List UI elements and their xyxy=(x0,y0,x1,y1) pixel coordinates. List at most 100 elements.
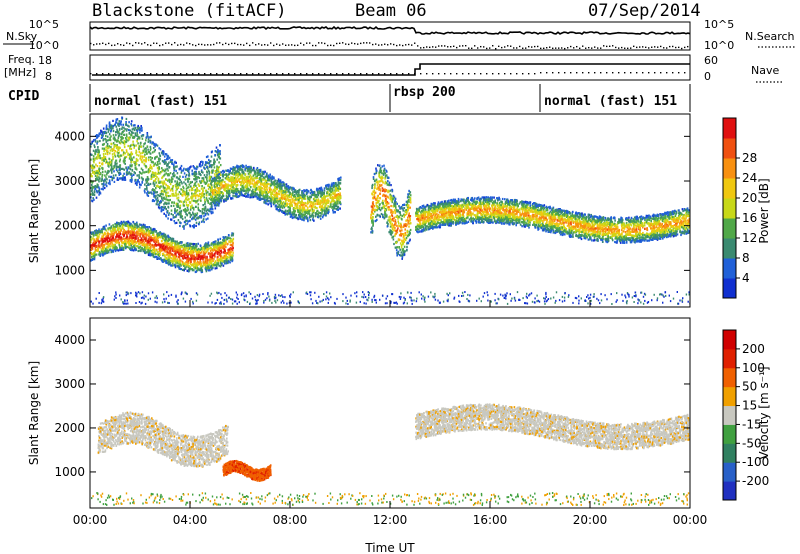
echo-cell xyxy=(107,162,109,165)
echo-cell xyxy=(150,249,153,252)
nsearch-dot xyxy=(210,44,212,46)
echo-cell xyxy=(220,257,222,260)
echo-cell xyxy=(153,150,156,153)
echo-cell xyxy=(147,170,149,173)
echo-cell xyxy=(169,245,172,248)
echo-cell xyxy=(124,152,127,155)
echo-cell xyxy=(190,187,193,190)
nsearch-dot xyxy=(399,44,401,46)
echo-cell xyxy=(210,171,213,174)
nsearch-dot xyxy=(234,42,236,45)
echo-cell xyxy=(132,231,134,234)
echo-cell xyxy=(107,242,110,245)
echo-cell xyxy=(182,225,184,228)
echo-cell xyxy=(195,172,197,175)
echo-cell xyxy=(150,235,152,238)
echo-cell xyxy=(154,145,156,148)
echo-cell xyxy=(320,214,322,217)
echo-cell xyxy=(208,209,211,212)
echo-cell xyxy=(121,116,123,119)
echo-cell xyxy=(108,239,111,242)
nsearch-dot xyxy=(411,44,413,46)
echo-cell xyxy=(169,262,172,265)
echo-cell xyxy=(157,171,160,174)
echo-cell xyxy=(99,192,102,195)
echo-cell xyxy=(128,157,131,160)
echo-cell xyxy=(134,132,136,135)
echo-cell xyxy=(191,169,193,172)
nave-dot xyxy=(492,73,494,75)
echo-cell xyxy=(177,213,179,216)
echo-cell xyxy=(120,154,122,157)
echo-cell xyxy=(110,127,113,130)
nsearch-dot xyxy=(627,47,629,49)
echo-cell xyxy=(139,235,141,238)
nsearch-dot xyxy=(432,46,434,48)
nsearch-dots xyxy=(90,42,689,50)
echo-cell xyxy=(103,252,105,255)
echo-cell xyxy=(134,238,136,241)
echo-cell xyxy=(235,165,238,169)
echo-cell xyxy=(165,243,167,247)
echo-cell xyxy=(244,169,246,172)
nsearch-dot xyxy=(561,47,563,49)
nave-dot xyxy=(330,73,332,75)
echo-cell xyxy=(108,243,111,246)
echo-cell xyxy=(121,178,124,181)
echo-cell xyxy=(133,144,136,147)
nsearch-dot xyxy=(153,42,155,44)
echo-cell xyxy=(228,188,231,191)
echo-cell xyxy=(113,136,116,139)
echo-cell xyxy=(278,193,280,196)
echo-cell xyxy=(105,176,107,179)
echo-cell xyxy=(153,245,155,248)
echo-cell xyxy=(312,193,314,196)
echo-cell xyxy=(186,193,189,196)
echo-cell xyxy=(112,236,115,239)
echo-cell xyxy=(123,168,125,171)
echo-cell xyxy=(149,253,152,256)
echo-cell xyxy=(153,172,156,175)
echo-cell xyxy=(104,131,107,134)
echo-cell xyxy=(139,157,141,160)
echo-cell xyxy=(153,227,155,231)
echo-cell xyxy=(144,191,146,194)
echo-cell xyxy=(155,203,158,206)
echo-cell xyxy=(110,234,113,238)
echo-cell xyxy=(115,118,118,122)
echo-cell xyxy=(193,265,195,268)
nsearch-dot xyxy=(144,42,146,44)
echo-cell xyxy=(187,261,189,264)
echo-cell xyxy=(169,243,171,246)
echo-cell xyxy=(95,140,97,143)
echo-cell xyxy=(214,260,217,263)
echo-cell xyxy=(215,146,218,149)
echo-cell xyxy=(211,150,213,153)
nave-dots xyxy=(90,72,686,75)
echo-cell xyxy=(149,249,152,252)
nsearch-dot xyxy=(507,45,509,47)
echo-cell xyxy=(193,226,195,229)
echo-cell xyxy=(115,140,118,143)
nave-dot xyxy=(318,73,320,75)
echo-cell xyxy=(143,189,146,192)
nave-dot xyxy=(294,73,296,75)
echo-cell xyxy=(181,249,184,252)
echo-cell xyxy=(165,207,167,211)
echo-cell xyxy=(202,162,204,165)
echo-cell xyxy=(153,244,156,247)
echo-cell xyxy=(217,204,220,207)
echo-cell xyxy=(180,215,182,218)
echo-cell xyxy=(272,203,275,206)
echo-cell xyxy=(189,201,192,204)
echo-cell xyxy=(190,247,192,250)
echo-cell xyxy=(92,155,95,158)
nsearch-dot xyxy=(228,43,230,46)
echo-cell xyxy=(210,262,212,265)
echo-cell xyxy=(156,166,159,170)
echo-cell xyxy=(206,261,209,264)
echo-cell xyxy=(118,151,120,154)
echo-cell xyxy=(155,143,157,146)
echo-cell xyxy=(204,261,207,264)
echo-cell xyxy=(202,177,205,180)
